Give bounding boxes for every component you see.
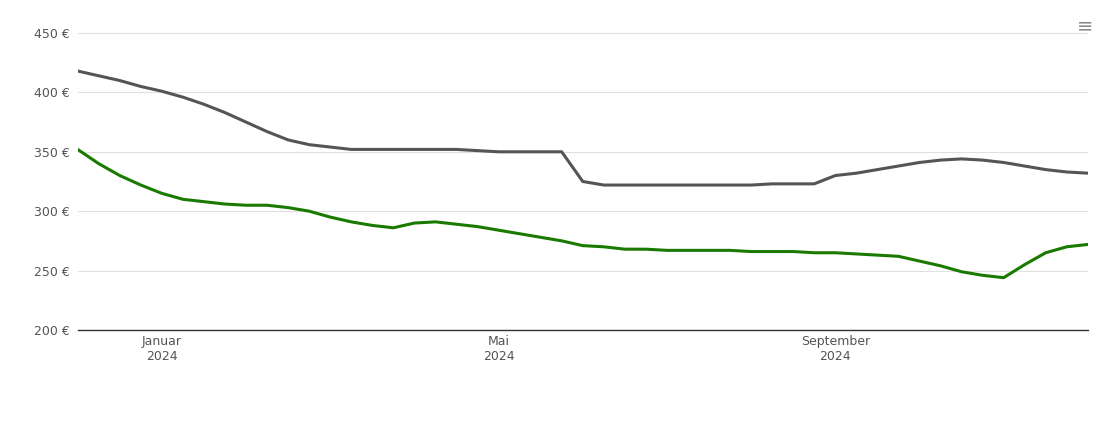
Legend: lose Ware, Sackware: lose Ware, Sackware — [473, 416, 693, 423]
Text: ≡: ≡ — [1077, 17, 1093, 36]
